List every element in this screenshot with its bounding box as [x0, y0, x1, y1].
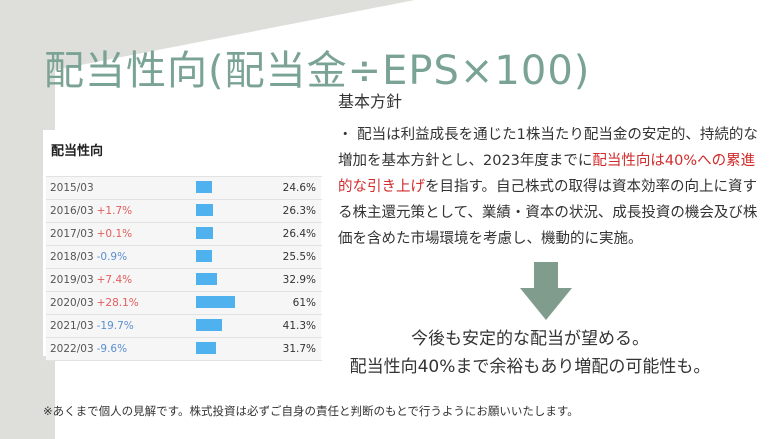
- conclusion-line1: 今後も安定的な配当が望める。: [411, 329, 649, 349]
- row-year: 2016/03 +1.7%: [50, 205, 132, 217]
- row-year-text: 2020/03: [50, 297, 94, 309]
- conclusion-line2: 配当性向40%まで余裕もあり増配の可能性も。: [349, 357, 711, 377]
- row-bar-bg: [193, 177, 321, 199]
- row-year-text: 2018/03: [50, 251, 94, 263]
- row-year: 2020/03 +28.1%: [50, 297, 139, 309]
- row-year: 2021/03 -19.7%: [50, 320, 134, 332]
- footnote: ※あくまで個人の見解です。株式投資は必ずご自身の責任と判断のもとで行うようにお願…: [43, 404, 579, 418]
- row-change: +28.1%: [96, 297, 139, 309]
- row-bar-bg: [193, 315, 321, 337]
- table-row: 2015/03 24.6%: [46, 176, 322, 199]
- row-bar: [196, 250, 213, 262]
- table-row: 2022/03 -9.6% 31.7%: [46, 337, 322, 361]
- policy-text-after: を目指す。自己株式の取得は資本効率の向上に資する株主還元策として、業績・資本の状…: [338, 179, 758, 247]
- row-year-text: 2019/03: [50, 274, 94, 286]
- row-year-text: 2022/03: [50, 343, 94, 355]
- table-title: 配当性向: [51, 144, 104, 159]
- policy-heading: 基本方針: [338, 92, 403, 111]
- row-label-bg: [46, 338, 193, 360]
- row-year: 2017/03 +0.1%: [50, 228, 132, 240]
- row-value: 26.4%: [282, 228, 316, 240]
- row-value: 24.6%: [282, 182, 316, 194]
- row-year-text: 2017/03: [50, 228, 94, 240]
- row-bar: [196, 204, 213, 216]
- row-bar-bg: [193, 200, 321, 222]
- page-title: 配当性向(配当金÷EPS×100): [44, 48, 591, 94]
- row-change: -19.7%: [96, 320, 134, 332]
- row-year: 2015/03: [50, 182, 97, 194]
- row-change: -0.9%: [96, 251, 128, 263]
- table-rows: 2015/03 24.6% 2016/03 +1.7% 26.3% 2017/03 +0.1…: [46, 176, 322, 361]
- row-year: 2019/03 +7.4%: [50, 274, 132, 286]
- row-change: +0.1%: [96, 228, 133, 240]
- row-label-bg: [46, 269, 193, 291]
- table-row: 2020/03 +28.1% 61%: [46, 291, 322, 314]
- row-year: 2018/03 -0.9%: [50, 251, 127, 263]
- row-bar: [196, 319, 223, 331]
- payout-ratio-table: 配当性向 2015/03 24.6% 2016/03 +1.7% 26.3% 2017/0…: [43, 130, 325, 361]
- row-value: 31.7%: [282, 343, 316, 355]
- conclusion: 今後も安定的な配当が望める。 配当性向40%まで余裕もあり増配の可能性も。: [320, 325, 740, 381]
- table-row: 2016/03 +1.7% 26.3%: [46, 199, 322, 222]
- table-row: 2017/03 +0.1% 26.4%: [46, 222, 322, 245]
- policy-text-highlight: 配当性向は40%への累進的な引き上げ: [338, 153, 756, 195]
- table-row: 2021/03 -19.7% 41.3%: [46, 314, 322, 337]
- row-label-bg: [46, 200, 193, 222]
- row-change: -9.6%: [96, 343, 128, 355]
- row-year-text: 2016/03: [50, 205, 94, 217]
- row-bar: [196, 296, 235, 308]
- row-value: 26.3%: [282, 205, 316, 217]
- row-year-text: 2021/03: [50, 320, 94, 332]
- row-year-text: 2015/03: [50, 182, 94, 194]
- row-bar-bg: [193, 338, 321, 360]
- row-bar-bg: [193, 223, 321, 245]
- row-label-bg: [46, 292, 193, 314]
- row-bar: [196, 342, 217, 354]
- row-label-bg: [46, 315, 193, 337]
- row-value: 61%: [292, 297, 316, 309]
- policy-text-before: ・ 配当は利益成長を通じた1株当たり配当金の安定的、持続的な増加を基本方針とし、…: [338, 127, 758, 169]
- table-row: 2019/03 +7.4% 32.9%: [46, 268, 322, 291]
- row-change: +1.7%: [96, 205, 133, 217]
- policy-text: ・ 配当は利益成長を通じた1株当たり配当金の安定的、持続的な増加を基本方針とし、…: [338, 122, 758, 252]
- row-label-bg: [46, 223, 193, 245]
- row-value: 41.3%: [282, 320, 316, 332]
- table-row: 2018/03 -0.9% 25.5%: [46, 245, 322, 268]
- row-bar: [196, 227, 213, 239]
- row-label-bg: [46, 246, 193, 268]
- row-change: +7.4%: [96, 274, 133, 286]
- row-bar-bg: [193, 269, 321, 291]
- row-bar: [196, 273, 218, 285]
- row-bar-bg: [193, 246, 321, 268]
- row-year: 2022/03 -9.6%: [50, 343, 127, 355]
- row-bar: [196, 181, 212, 193]
- row-label-bg: [46, 177, 193, 199]
- row-value: 32.9%: [282, 274, 316, 286]
- row-value: 25.5%: [282, 251, 316, 263]
- down-arrow-icon: [520, 262, 572, 320]
